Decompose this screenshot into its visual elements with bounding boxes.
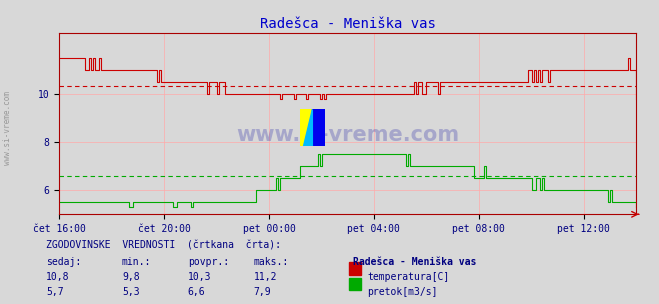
Text: 10,8: 10,8: [46, 272, 70, 282]
Text: 11,2: 11,2: [254, 272, 277, 282]
Title: Radešca - Meniška vas: Radešca - Meniška vas: [260, 17, 436, 31]
Text: sedaj:: sedaj:: [46, 257, 81, 267]
Text: maks.:: maks.:: [254, 257, 289, 267]
Text: Radešca - Meniška vas: Radešca - Meniška vas: [353, 257, 476, 267]
Bar: [349, 278, 361, 290]
Polygon shape: [304, 109, 312, 146]
Text: 10,3: 10,3: [188, 272, 212, 282]
Text: min.:: min.:: [122, 257, 152, 267]
Text: 9,8: 9,8: [122, 272, 140, 282]
Text: ZGODOVINSKE  VREDNOSTI  (črtkana  črta):: ZGODOVINSKE VREDNOSTI (črtkana črta):: [46, 240, 281, 250]
Text: 6,6: 6,6: [188, 287, 206, 297]
Text: 5,3: 5,3: [122, 287, 140, 297]
Text: www.si-vreme.com: www.si-vreme.com: [3, 91, 13, 165]
Text: 5,7: 5,7: [46, 287, 64, 297]
Text: www.si-vreme.com: www.si-vreme.com: [236, 125, 459, 145]
Bar: [349, 262, 361, 275]
Bar: [312, 109, 325, 146]
Text: 7,9: 7,9: [254, 287, 272, 297]
Text: povpr.:: povpr.:: [188, 257, 229, 267]
Text: temperatura[C]: temperatura[C]: [367, 272, 449, 282]
Bar: [300, 109, 312, 146]
Text: pretok[m3/s]: pretok[m3/s]: [367, 287, 438, 297]
